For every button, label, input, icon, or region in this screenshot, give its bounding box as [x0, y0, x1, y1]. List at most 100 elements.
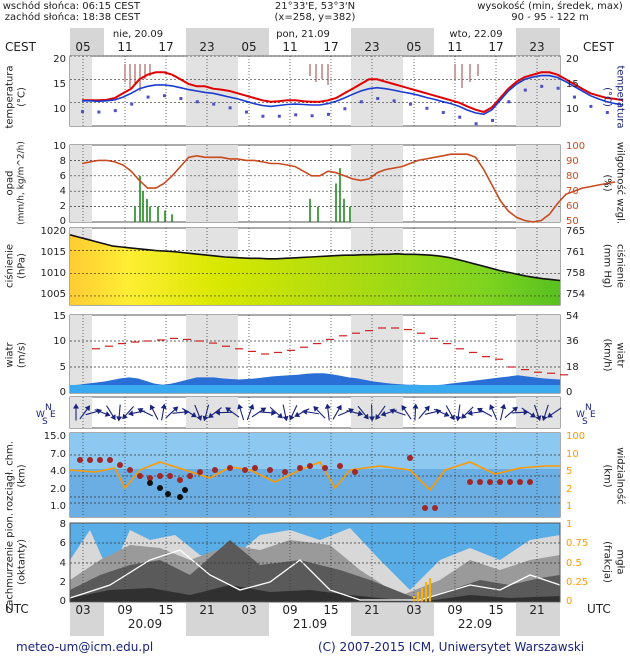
- temp-min-dot: [589, 104, 593, 108]
- temp-min-dot: [294, 113, 298, 117]
- wind-arrow: [477, 407, 493, 417]
- temp-min-dot: [343, 107, 347, 111]
- arrow-head: [190, 411, 197, 418]
- wind-arrow: [237, 403, 245, 421]
- night-band: [516, 56, 560, 126]
- wind-kmh-tick: 0: [566, 387, 573, 398]
- wind-arrow: [445, 405, 455, 421]
- humidity-tick: 100: [566, 141, 586, 152]
- temp-min-dot: [163, 94, 166, 98]
- arrow-head: [302, 408, 308, 415]
- cloud-base-dot: [187, 473, 193, 479]
- wind-arrow: [160, 403, 167, 421]
- pressure-label-right: ciśnienie: [614, 243, 626, 289]
- wind-arrow: [149, 404, 159, 420]
- visibility-left-label: rozciągł. chm.: [4, 441, 16, 511]
- octa-tick: 0: [59, 596, 66, 607]
- octa-tick: 4: [59, 558, 66, 569]
- arrow-head: [324, 403, 331, 409]
- hour-label-top: 11: [117, 40, 133, 54]
- pressure-tick: 1020: [40, 226, 66, 237]
- hour-label-top: 23: [529, 40, 545, 54]
- wind-arrow: [194, 404, 203, 421]
- precip-tick: 6: [59, 171, 66, 182]
- visibility-tick: 2: [566, 484, 573, 495]
- wind-arrow: [259, 409, 277, 416]
- wind-arrow: [165, 406, 179, 419]
- time-band: [70, 28, 104, 55]
- hour-label-bottom: 15: [158, 603, 174, 617]
- cloud-base-dot: [432, 505, 438, 511]
- wind-arrow: [412, 403, 419, 421]
- tz-right-label: CEST: [583, 40, 614, 54]
- temp-min-dot: [392, 99, 396, 103]
- cloud-base-dot-dark: [182, 487, 188, 493]
- wind-arrow: [389, 408, 406, 416]
- arrow-head: [104, 411, 111, 417]
- temp-min-dot: [310, 114, 314, 118]
- time-band: [104, 28, 186, 55]
- wind-arrow: [313, 406, 326, 419]
- pressure-line: [69, 234, 561, 282]
- hour-label-bottom: 03: [75, 603, 91, 617]
- date-label-bottom: 21.09: [292, 617, 328, 631]
- wind-arrow: [499, 403, 507, 421]
- humidity-tick: 90: [566, 156, 579, 167]
- arrow-head: [225, 407, 232, 413]
- wind-arrow: [302, 408, 319, 415]
- time-band: [70, 603, 104, 636]
- time-band: [516, 28, 560, 55]
- precip-tick: 2: [59, 201, 66, 212]
- cloud-base-dot: [157, 473, 163, 479]
- wind-arrow: [289, 405, 298, 421]
- arrow-head: [122, 413, 128, 420]
- coordinates-text: 21°33'E, 53°3'N: [274, 1, 356, 12]
- wind-arrow: [128, 410, 145, 417]
- pressure-unit: (hPa): [16, 253, 28, 279]
- pressure-label: ciśnienie: [4, 243, 16, 289]
- arrow-head: [289, 414, 295, 421]
- arrow-head: [73, 403, 79, 409]
- night-band: [70, 145, 92, 222]
- date-label-bottom: 22.09: [457, 617, 493, 631]
- wind-arrow: [455, 404, 462, 422]
- arrow-head: [489, 404, 495, 411]
- pressure-mmhg-tick: 765: [566, 226, 586, 237]
- wind-arrow: [541, 404, 549, 422]
- cloud-base-dot: [297, 465, 303, 471]
- arrow-head: [512, 406, 518, 413]
- pressure-tick: 1010: [40, 268, 66, 279]
- hour-label-top: 23: [364, 40, 380, 54]
- arrow-head: [208, 412, 214, 419]
- contact-email[interactable]: meteo-um@icm.edu.pl: [16, 640, 154, 654]
- compass-right-letter: E: [590, 410, 596, 420]
- date-label-bottom: 20.09: [127, 617, 163, 631]
- hour-label-top: 11: [447, 40, 463, 54]
- arrow-head: [128, 410, 134, 417]
- hour-label-top: 05: [75, 40, 91, 54]
- hour-label-top: 05: [406, 40, 422, 54]
- tz-left-label: CEST: [5, 40, 36, 54]
- hour-label-top: 11: [282, 40, 298, 54]
- cloud-base-dot: [197, 469, 203, 475]
- arrow-head: [84, 405, 91, 412]
- wind-arrow: [137, 408, 154, 417]
- arrow-head: [530, 412, 536, 418]
- arrow-head: [149, 404, 156, 411]
- pressure-tick: 1005: [40, 289, 66, 300]
- temp-min-dot: [409, 102, 412, 106]
- cloud-base-dot-dark: [165, 491, 171, 497]
- precip-tick: 0: [59, 216, 66, 227]
- cloud-base-dot: [527, 479, 533, 485]
- wind-arrow: [521, 407, 536, 418]
- clouds-unit: (oktanty): [16, 539, 28, 585]
- arrow-head: [282, 415, 289, 422]
- wind-arrow: [357, 405, 369, 420]
- wind-arrow: [489, 404, 498, 421]
- temp-min-dot: [359, 100, 363, 104]
- octa-tick: 2: [59, 577, 66, 588]
- cloud-base-dot: [477, 479, 483, 485]
- utc-right-label: UTC: [587, 602, 611, 616]
- wind-arrow: [214, 409, 232, 416]
- arrow-head: [477, 407, 483, 414]
